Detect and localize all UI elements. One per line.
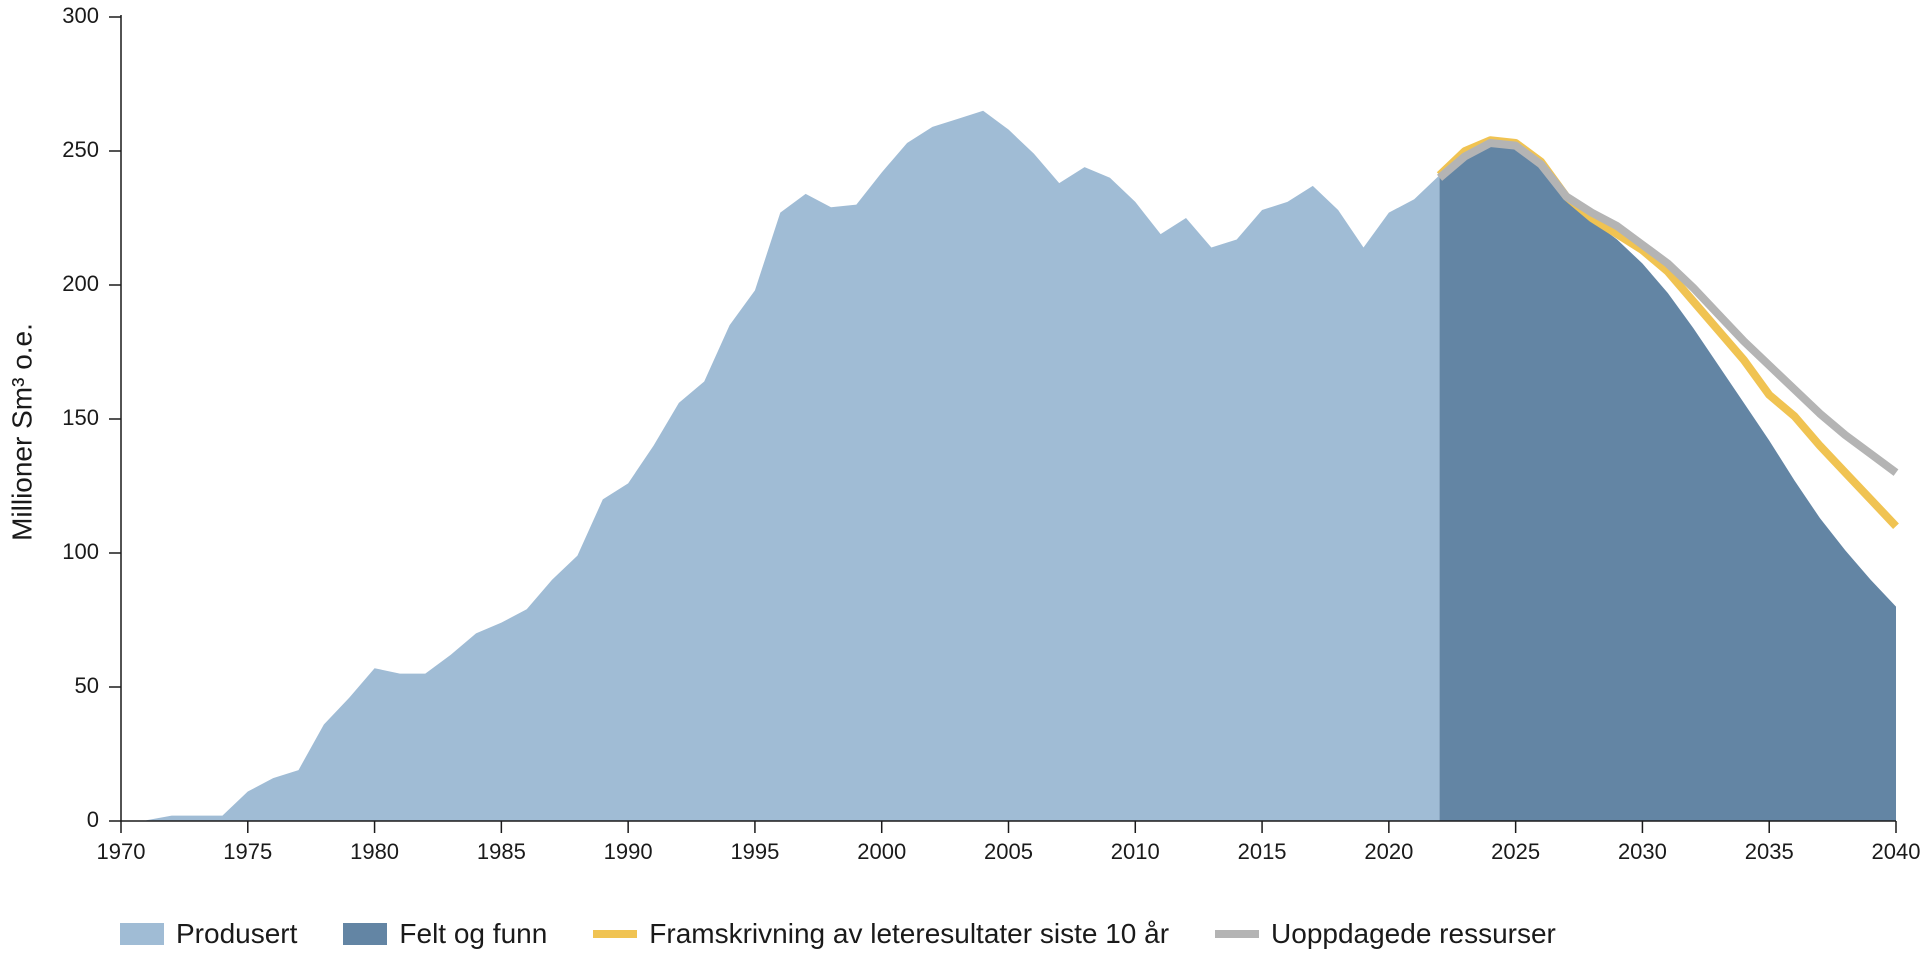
legend-label-uoppdagede: Uoppdagede ressurser (1271, 918, 1556, 949)
x-tick-label: 2015 (1238, 839, 1287, 864)
legend-label-framskrivning: Framskrivning av leteresultater siste 10… (649, 918, 1170, 949)
x-tick-label: 1985 (477, 839, 526, 864)
legend-swatch-produsert (120, 923, 164, 945)
y-tick-label: 150 (62, 405, 99, 430)
x-tick-label: 1980 (350, 839, 399, 864)
x-tick-label: 2005 (984, 839, 1033, 864)
legend-item-produsert: Produsert (120, 918, 297, 950)
chart: 0 50 100 150 200 250 300 1970 1975 1980 1985 1990 19… (6, 3, 1920, 864)
x-tick-label: 2010 (1111, 839, 1160, 864)
x-tick-label: 1995 (730, 839, 779, 864)
x-tick-label: 2040 (1872, 839, 1920, 864)
legend-label-felt-og-funn: Felt og funn (399, 918, 548, 949)
series-area-felt-og-funn (1439, 145, 1896, 821)
area-layer (146, 110, 1896, 822)
x-tick-label: 2025 (1491, 839, 1540, 864)
x-tick-label: 1975 (223, 839, 272, 864)
legend-item-felt-og-funn: Felt og funn (343, 918, 547, 950)
legend-item-framskrivning: Framskrivning av leteresultater siste 10… (593, 918, 1169, 950)
y-tick-label: 300 (62, 3, 99, 28)
y-tick-label: 100 (62, 539, 99, 564)
y-tick-label: 50 (75, 673, 99, 698)
series-area-produsert (146, 110, 1440, 822)
y-tick-label: 200 (62, 271, 99, 296)
series-line-uoppdagede-ressurser (1436, 138, 1899, 476)
x-tick-label: 2020 (1364, 839, 1413, 864)
y-axis-label: Millioner Sm³ o.e. (6, 323, 37, 541)
legend-label-produsert: Produsert (176, 918, 298, 949)
legend-swatch-uoppdagede (1215, 930, 1260, 938)
y-tick-label: 250 (62, 137, 99, 162)
legend-swatch-framskrivning (593, 930, 638, 938)
legend-item-uoppdagede: Uoppdagede ressurser (1215, 918, 1556, 950)
line-layer (1436, 136, 1899, 529)
x-tick-label: 1970 (97, 839, 146, 864)
x-tick-label: 2030 (1618, 839, 1667, 864)
axes: 0 50 100 150 200 250 300 1970 1975 1980 1985 1990 19… (62, 3, 1920, 864)
legend-swatch-felt-og-funn (343, 923, 388, 945)
x-tick-label: 2035 (1745, 839, 1794, 864)
x-tick-label: 1990 (604, 839, 653, 864)
y-tick-label: 0 (87, 807, 99, 832)
x-tick-label: 2000 (857, 839, 906, 864)
legend: Produsert Felt og funn Framskrivning av … (120, 918, 1602, 950)
